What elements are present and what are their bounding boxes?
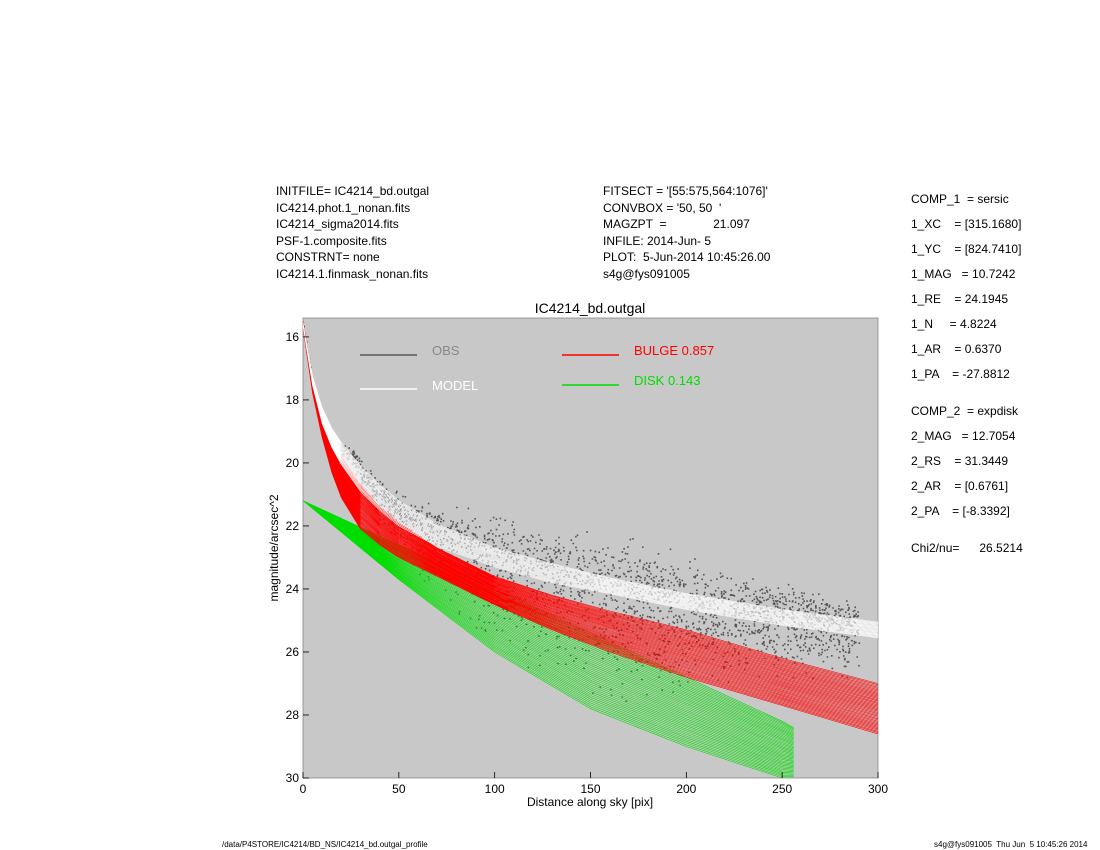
comp1-yc: 1_YC = [824.7410]: [911, 242, 1022, 256]
y-tick-label: 24: [286, 582, 300, 596]
y-axis-label: magnitude/arcsec^2: [267, 494, 281, 601]
plot-date-line: PLOT: 5-Jun-2014 10:45:26.00: [603, 250, 771, 264]
footer-stamp: s4g@fys091005 Thu Jun 5 10:45:26 2014: [934, 840, 1088, 849]
axes-layer: 0 50 100 150 200 250 300 16 18 20 22 24 26 28 30: [286, 330, 889, 796]
convbox-line: CONVBOX = '50, 50 ': [603, 200, 722, 215]
infile-line: INFILE: 2014-Jun- 5: [603, 233, 712, 248]
x-axis-label: Distance along sky [pix]: [527, 795, 653, 809]
comp1-n: 1_N = 4.8224: [911, 317, 997, 331]
comp1-pa: 1_PA = -27.8812: [911, 367, 1010, 381]
series-model-lines: [303, 322, 878, 639]
y-tick-label: 18: [286, 393, 300, 407]
header-left-block: INITFILE= IC4214_bd.outgal IC4214.phot.1…: [276, 183, 429, 282]
legend-label-2: BULGE 0.857: [634, 343, 714, 358]
x-tick-label: 200: [676, 782, 696, 796]
chart-title: IC4214_bd.outgal: [535, 300, 646, 316]
comp1-re: 1_RE = 24.1945: [911, 292, 1009, 306]
sigma-file-line: IC4214_sigma2014.fits: [276, 217, 399, 231]
x-tick-label: 150: [580, 782, 600, 796]
header-middle-block: FITSECT = '[55:575,564:1076]' CONVBOX = …: [603, 183, 770, 282]
y-tick-label: 16: [286, 330, 300, 344]
comp1-type: COMP_1 = sersic: [911, 192, 1009, 206]
y-tick-label: 28: [286, 708, 300, 722]
comp2-rs: 2_RS = 31.3449: [911, 454, 1009, 468]
y-tick-label: 26: [286, 645, 300, 659]
legend-label-3: DISK 0.143: [634, 373, 701, 388]
y-tick-label: 20: [286, 456, 300, 470]
comp2-mag: 2_MAG = 12.7054: [911, 429, 1016, 443]
user-host-line: s4g@fys091005: [603, 266, 690, 281]
comp1-ar: 1_AR = 0.6370: [911, 342, 1002, 356]
x-tick-label: 300: [868, 782, 888, 796]
comp1-mag: 1_MAG = 10.7242: [911, 267, 1016, 281]
constrnt-line: CONSTRNT= none: [276, 250, 380, 264]
x-tick-label: 0: [300, 782, 307, 796]
comp2-type: COMP_2 = expdisk: [911, 404, 1019, 418]
y-tick-label: 22: [286, 519, 300, 533]
comp2-ar: 2_AR = [0.6761]: [911, 479, 1009, 493]
fitsect-line: FITSECT = '[55:575,564:1076]': [603, 184, 768, 198]
x-tick-label: 100: [485, 782, 505, 796]
legend: OBS MODEL BULGE 0.857 DISK 0.143: [360, 343, 714, 393]
phot-file-line: IC4214.phot.1_nonan.fits: [276, 200, 411, 215]
initfile-line: INITFILE= IC4214_bd.outgal: [276, 184, 430, 198]
legend-label-1: MODEL: [432, 378, 478, 393]
comp2-pa: 2_PA = [-8.3392]: [911, 504, 1010, 518]
fit-parameters: COMP_1 = sersic 1_XC = [315.1680] 1_YC =…: [911, 187, 1023, 561]
chi2-value: Chi2/nu= 26.5214: [911, 541, 1023, 555]
series-layer: [303, 321, 878, 778]
series-model: [303, 322, 878, 639]
mask-file-line: IC4214.1.finmask_nonan.fits: [276, 266, 429, 281]
y-tick-label: 30: [286, 771, 300, 785]
magzpt-line: MAGZPT = 21.097: [603, 217, 750, 231]
psf-file-line: PSF-1.composite.fits: [276, 233, 387, 248]
footer-path: /data/P4STORE/IC4214/BD_NS/IC4214_bd.out…: [222, 840, 428, 849]
x-tick-label: 50: [392, 782, 406, 796]
x-tick-label: 250: [772, 782, 792, 796]
legend-label-0: OBS: [432, 343, 460, 358]
comp1-xc: 1_XC = [315.1680]: [911, 217, 1022, 231]
